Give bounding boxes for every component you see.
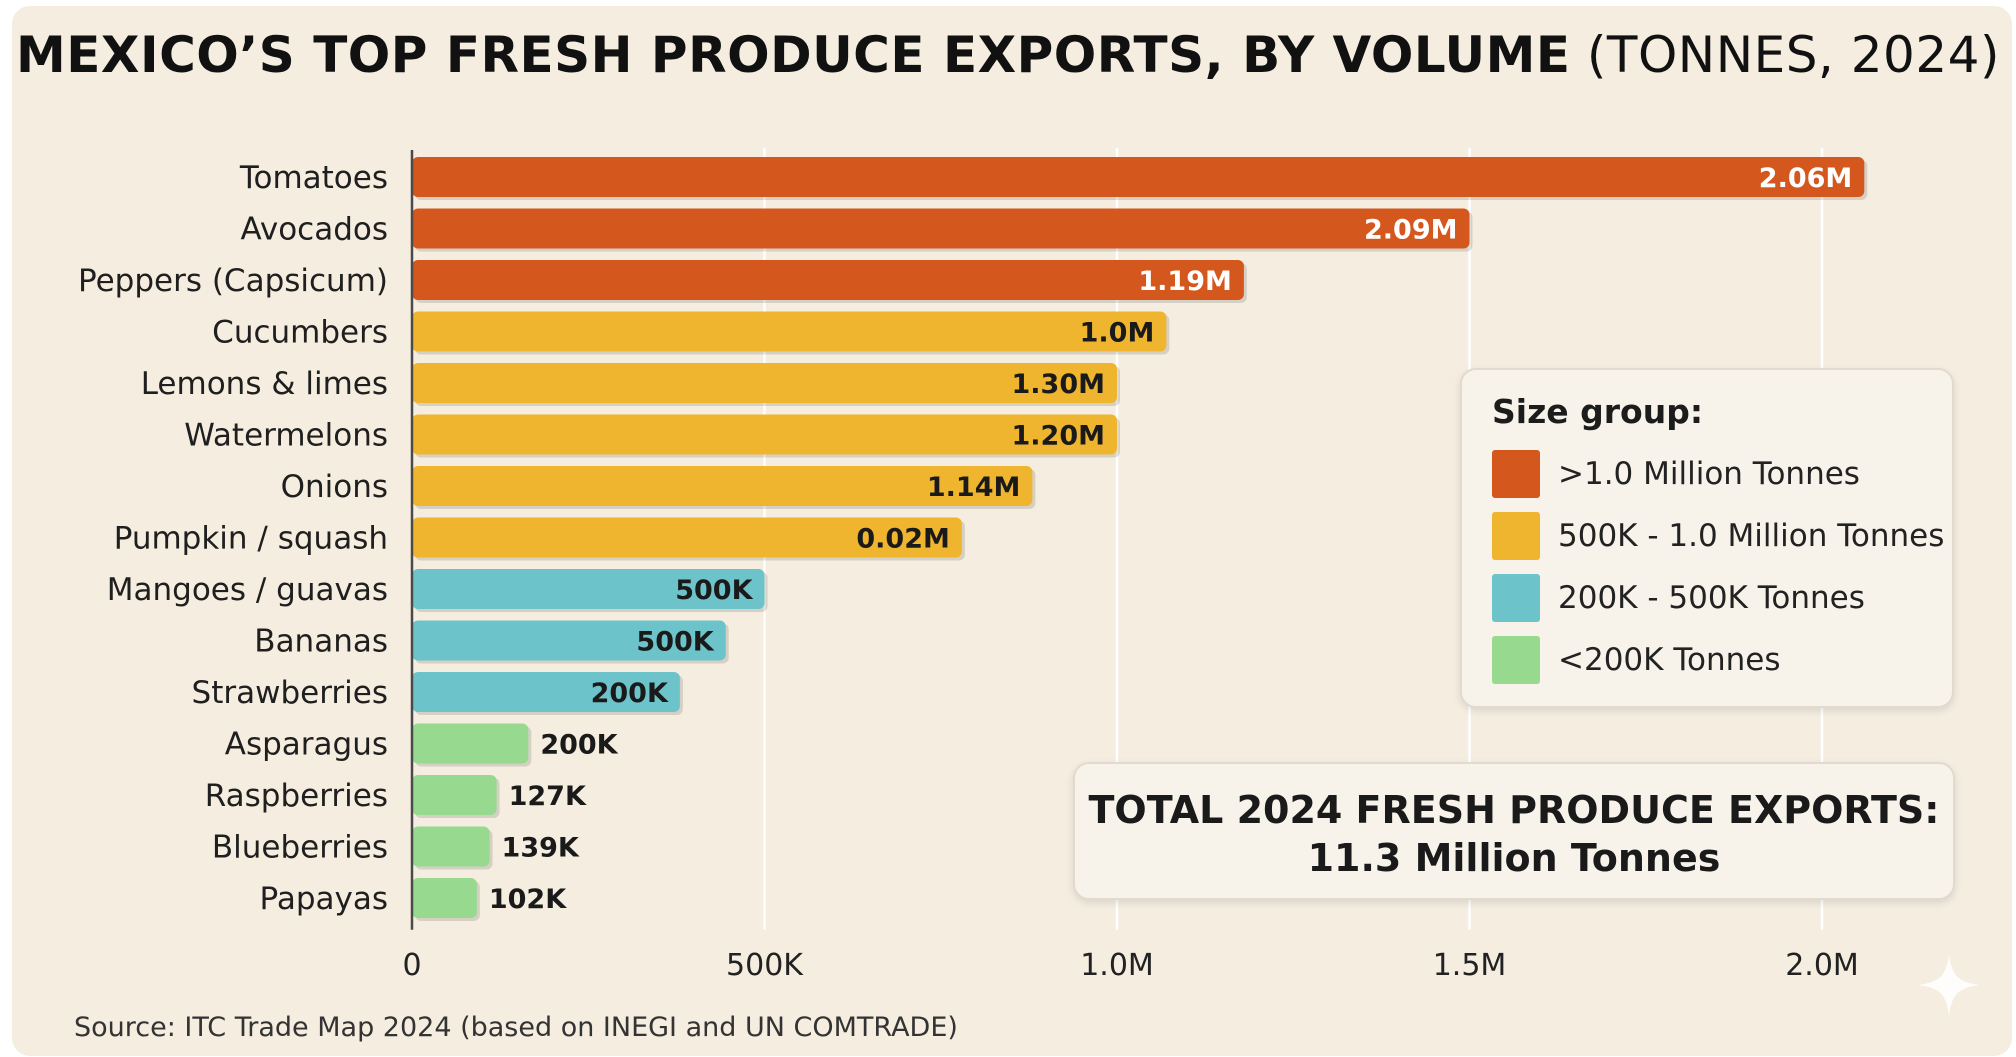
legend-label-group-1: >1.0 Million Tonnes [1558,456,1860,492]
category-label: Blueberries [212,830,388,866]
category-label: Peppers (Capsicum) [78,263,388,299]
legend-label-group-3: 200K - 500K Tonnes [1558,580,1865,616]
category-label: Papayas [260,881,388,917]
bar [412,157,1865,197]
source-note: Source: ITC Trade Map 2024 (based on INE… [74,1012,958,1043]
data-label: 127K [509,781,587,812]
legend-swatch-group-1 [1492,450,1540,498]
total-summary-heading: TOTAL 2024 FRESH PRODUCE EXPORTS: [1088,788,1940,832]
bar [412,466,1033,506]
bar [412,311,1167,352]
chart-title: MEXICO’S TOP FRESH PRODUCE EXPORTS, BY V… [0,26,2016,84]
bar [412,620,726,661]
data-label: 200K [591,678,669,709]
legend: Size group: >1.0 Million Tonnes 500K - 1… [1460,368,1954,708]
data-label: 1.14M [927,472,1021,503]
data-label: 200K [540,730,618,761]
data-label: 2.06M [1759,163,1853,194]
category-label: Tomatoes [239,160,388,196]
category-label: Mangoes / guavas [107,572,388,608]
category-label: Onions [281,469,388,505]
legend-label-group-4: <200K Tonnes [1558,642,1781,678]
category-label: Raspberries [205,778,388,814]
x-tick-label: 1.0M [1080,948,1154,983]
legend-title: Size group: [1492,392,1704,431]
x-tick-label: 2.0M [1785,948,1859,983]
bar [412,569,765,609]
data-label: 1.30M [1012,369,1106,400]
bar-chart: 0 500K 1.0M 1.5M 2.0M Tomatoes 2.06M Avocados 2.… [78,148,1868,983]
category-label: Avocados [240,212,388,248]
data-label: 1.20M [1012,421,1106,452]
bar [412,672,680,712]
category-label: Lemons & limes [141,366,388,402]
x-tick-label: 500K [726,948,804,983]
data-label: 102K [489,884,567,915]
bar [412,517,962,558]
bar [412,414,1117,455]
bar [412,363,1117,403]
bar [412,208,1470,249]
bar [412,260,1244,300]
data-label: 500K [636,627,714,658]
data-label: 500K [675,575,753,606]
total-summary-value: 11.3 Million Tonnes [1307,836,1721,880]
legend-swatch-group-2 [1492,512,1540,560]
category-label: Cucumbers [212,315,388,351]
category-label: Watermelons [184,418,388,454]
x-tick-label: 1.5M [1433,948,1507,983]
data-label: 0.02M [856,524,950,555]
data-label: 1.19M [1138,266,1232,297]
chart-title-units: (TONNES, 2024) [1586,26,2000,84]
category-label: Strawberries [192,675,388,711]
x-tick-label: 0 [402,948,421,983]
data-label: 139K [502,833,580,864]
chart-title-main: MEXICO’S TOP FRESH PRODUCE EXPORTS, BY V… [16,26,1571,84]
data-label: 1.0M [1080,318,1155,349]
sparkle-icon [1918,954,1980,1016]
bar [412,775,497,815]
total-summary-box: TOTAL 2024 FRESH PRODUCE EXPORTS: 11.3 M… [1073,762,1955,900]
bar [412,723,529,764]
category-label: Pumpkin / squash [114,521,388,557]
legend-label-group-2: 500K - 1.0 Million Tonnes [1558,518,1945,554]
legend-swatch-group-3 [1492,574,1540,622]
bar [412,878,477,918]
category-label: Bananas [254,624,388,660]
data-label: 2.09M [1364,215,1458,246]
category-label: Asparagus [225,727,388,763]
legend-swatch-group-4 [1492,636,1540,684]
bar [412,826,490,867]
